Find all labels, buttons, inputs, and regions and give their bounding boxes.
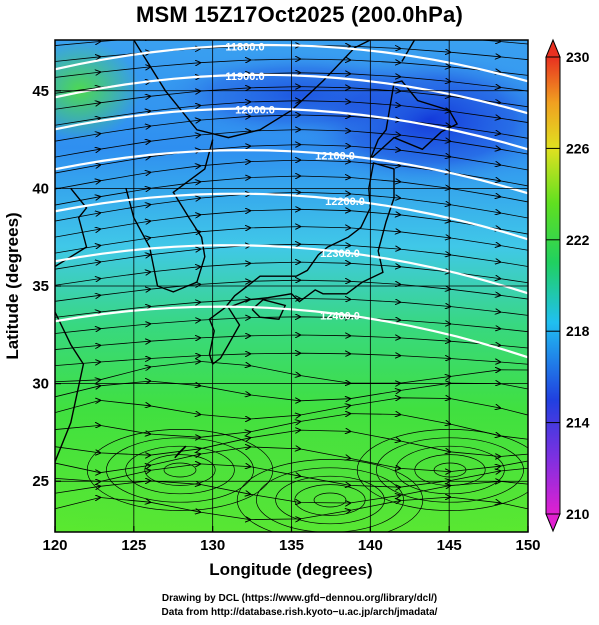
credit-drawing: Drawing by DCL (https://www.gfd−dennou.o… [161, 593, 438, 604]
x-axis-ticks: 120 125 130 135 140 145 150 [42, 526, 541, 554]
streamline [55, 361, 528, 383]
coastline [251, 298, 287, 320]
colorbar-tick-label: 230 [566, 49, 590, 65]
x-tick-label: 120 [42, 537, 67, 554]
streamline-swirl [86, 429, 274, 511]
streamline [55, 227, 528, 254]
contour-label: 12300.0 [320, 248, 360, 260]
contour-label: 12100.0 [315, 151, 355, 163]
lat-lon-grid [55, 40, 528, 532]
streamline-swirl [313, 492, 347, 508]
colorbar-tick-label: 214 [566, 415, 590, 431]
y-tick-label: 35 [32, 278, 49, 295]
streamline-swirl [275, 475, 385, 525]
streamline [55, 299, 528, 319]
streamline [55, 497, 528, 519]
x-tick-label: 145 [437, 537, 462, 554]
streamline [55, 317, 528, 334]
colorbar-ticks: 230 226 222 218 214 210 [546, 49, 590, 522]
x-tick-label: 140 [358, 537, 383, 554]
y-tick-label: 45 [32, 83, 49, 100]
colorbar-top-arrow [545, 38, 561, 58]
y-tick-label: 40 [32, 180, 49, 197]
streamline-swirl [294, 484, 366, 516]
streamline-swirl [414, 454, 486, 486]
x-axis-title: Longitude (degrees) [209, 560, 372, 579]
colorbar-bottom-arrow [545, 513, 561, 533]
streamline [55, 335, 528, 350]
streamline-swirl [125, 445, 235, 495]
credit-data: Data from http://database.rish.kyoto−u.a… [161, 607, 438, 618]
contour-label: 11800.0 [225, 41, 264, 53]
coastline [174, 445, 187, 459]
x-tick-label: 135 [279, 537, 304, 554]
x-tick-label: 125 [121, 537, 146, 554]
x-tick-label: 130 [200, 537, 225, 554]
colorbar-tick-label: 210 [566, 506, 590, 522]
streamline [55, 280, 528, 302]
y-tick-label: 30 [32, 376, 49, 393]
coastline [55, 187, 88, 532]
colorbar: 230 226 222 218 214 210 [545, 38, 590, 533]
streamline-swirl [376, 437, 524, 503]
y-axis-ticks: 25 30 35 40 45 [32, 83, 61, 490]
y-tick-label: 25 [32, 473, 49, 490]
colorbar-tick-label: 218 [566, 323, 590, 339]
streamline [55, 244, 528, 270]
contour-label: 12200.0 [325, 196, 365, 208]
streamline [55, 262, 528, 286]
figure-title: MSM 15Z17Oct2025 (200.0hPa) [136, 2, 463, 27]
contour-label: 12000.0 [235, 104, 275, 116]
streamline [55, 464, 528, 487]
coastline [401, 40, 416, 62]
coastline [133, 40, 371, 139]
streamline [55, 59, 528, 78]
colorbar-tick-label: 222 [566, 232, 590, 248]
plot-area: 11800.0 11900.0 12000.0 12100.0 12200.0 12300… [55, 40, 528, 532]
y-axis-title: Latitude (degrees) [3, 212, 22, 359]
x-tick-label: 150 [515, 537, 540, 554]
streamline-swirl [395, 445, 505, 495]
streamline-swirl [163, 462, 197, 478]
contour-label: 11900.0 [225, 71, 264, 83]
colorbar-tick-label: 226 [566, 140, 590, 156]
coastline [369, 80, 459, 160]
streamline-swirl [106, 437, 254, 503]
streamline-swirl [433, 462, 467, 478]
colorbar-fill [545, 56, 561, 515]
streamline-swirl [256, 467, 404, 532]
streamline-swirl [356, 429, 528, 511]
contour-label: 12400.0 [320, 310, 360, 322]
streamline-swirl [144, 454, 216, 486]
